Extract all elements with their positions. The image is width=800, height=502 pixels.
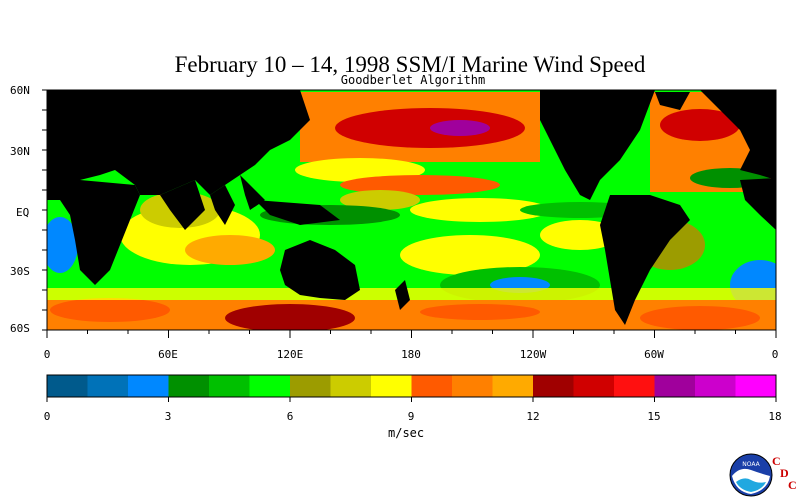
- lon-label-180: 180: [401, 348, 421, 361]
- lon-label-60e: 60E: [158, 348, 178, 361]
- noaa-cdc-logo: NOAA C D C: [728, 452, 798, 498]
- colorbar-swatch: [695, 375, 736, 397]
- colorbar-frame: [46, 374, 777, 398]
- lat-label-30n: 30N: [10, 145, 30, 158]
- colorbar-swatch: [411, 375, 453, 397]
- colorbar-tick-6: 6: [286, 410, 294, 423]
- lat-label-30s: 30S: [10, 265, 30, 278]
- colorbar-tick-18: 18: [768, 410, 782, 423]
- colorbar-tick-0: 0: [43, 410, 51, 423]
- colorbar-swatch: [87, 375, 129, 397]
- longitude-ticks: [46, 330, 777, 338]
- colorbar-swatch: [128, 375, 169, 397]
- lat-label-60n: 60N: [10, 84, 30, 97]
- colorbar-tick-9: 9: [407, 410, 415, 423]
- latitude-ticks: [42, 89, 47, 331]
- colorbar-swatch: [47, 375, 88, 397]
- lon-label-0-right: 0: [771, 348, 779, 361]
- colorbar-tick-15: 15: [647, 410, 661, 423]
- cdc-letter-c1: C: [772, 454, 781, 468]
- lon-label-60w: 60W: [644, 348, 664, 361]
- colorbar-swatch: [168, 375, 210, 397]
- colorbar-swatch: [654, 375, 696, 397]
- colorbar-swatch: [614, 375, 655, 397]
- cdc-letter-d: D: [780, 466, 789, 480]
- colorbar-swatch: [735, 375, 777, 397]
- land-masses: [47, 90, 776, 325]
- colorbar-swatch: [492, 375, 534, 397]
- colorbar-swatch: [290, 375, 331, 397]
- colorbar: [46, 375, 777, 402]
- lon-label-0-left: 0: [43, 348, 51, 361]
- colorbar-swatch: [371, 375, 412, 397]
- cdc-letter-c2: C: [788, 478, 797, 492]
- noaa-logo-icon: NOAA: [729, 453, 773, 497]
- colorbar-swatch: [330, 375, 372, 397]
- colorbar-swatch: [533, 375, 574, 397]
- map-title: February 10 – 14, 1998 SSM/I Marine Wind…: [174, 52, 646, 77]
- colorbar-units: m/sec: [388, 426, 425, 440]
- noaa-logo-text: NOAA: [742, 461, 760, 468]
- colorbar-swatch: [249, 375, 291, 397]
- lon-label-120w: 120W: [519, 348, 547, 361]
- colorbar-swatch: [452, 375, 493, 397]
- colorbar-swatch: [573, 375, 615, 397]
- lat-label-60s: 60S: [10, 322, 30, 335]
- lon-label-120e: 120E: [276, 348, 304, 361]
- colorbar-tick-12: 12: [526, 410, 540, 423]
- map-subtitle: Goodberlet Algorithm: [340, 73, 486, 87]
- lat-label-eq: EQ: [16, 206, 30, 219]
- colorbar-swatch: [209, 375, 250, 397]
- colorbar-tick-3: 3: [164, 410, 172, 423]
- map-field: [47, 90, 776, 330]
